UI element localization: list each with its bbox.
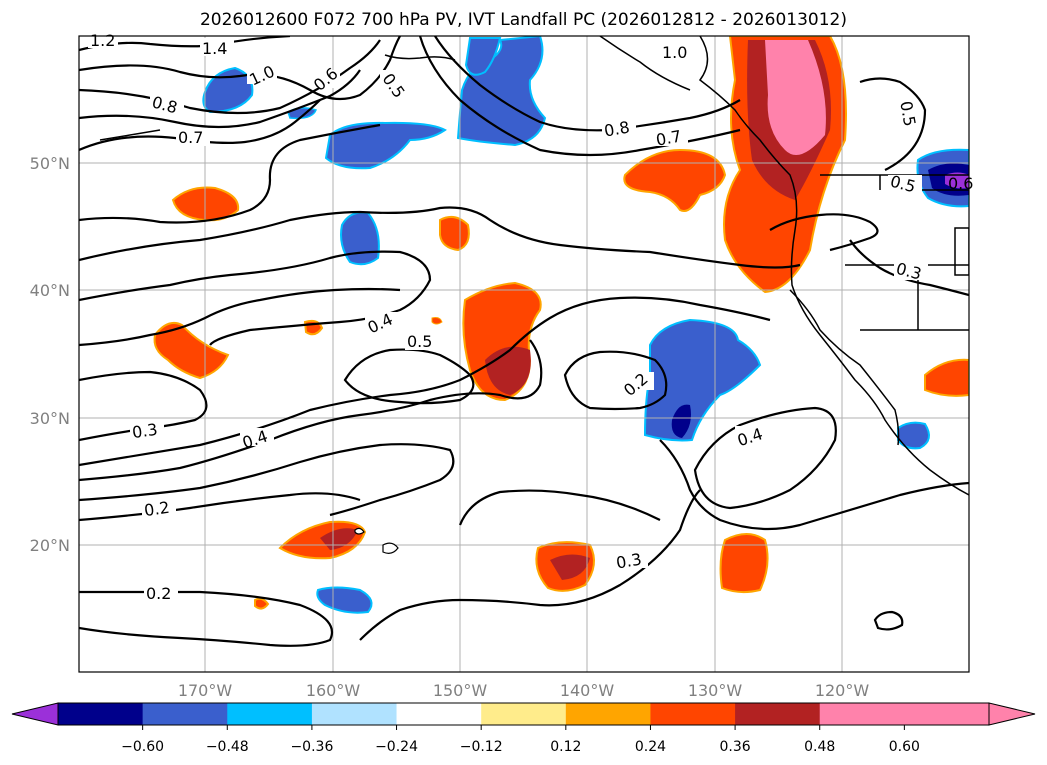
positive-anomaly-areas: [153, 36, 969, 610]
colorbar-extend-max: [988, 702, 1036, 726]
anomaly-blob-small-3: [431, 317, 443, 325]
lon-label: 170°W: [178, 681, 233, 700]
neg-blob-north-3: [324, 121, 447, 170]
contour-label: 0.5: [896, 100, 919, 128]
contour-label: 0.8: [603, 117, 631, 140]
colorbar-segment: [142, 703, 228, 725]
coastlines: [99, 36, 969, 496]
contour-label: 1.0: [662, 43, 687, 62]
neg-blob-east: [643, 318, 762, 442]
contour-label: 0.2: [146, 584, 171, 603]
lon-label: 120°W: [815, 681, 870, 700]
negative-anomaly-areas: [202, 36, 969, 614]
colorbar-tick-label: 0.24: [635, 739, 666, 755]
contour-label: 0.5: [407, 332, 432, 351]
colorbar-tick-label: 0.36: [720, 739, 751, 755]
anomaly-blob-midpacific: [462, 281, 542, 402]
lat-label: 50°N: [30, 154, 70, 173]
lon-label: 150°W: [433, 681, 488, 700]
colorbar-segment: [565, 703, 651, 725]
contour-label: 1.4: [202, 39, 227, 58]
colorbar-segment: [396, 703, 482, 725]
contour-label: 0.7: [178, 128, 203, 147]
anomaly-blob-small-2: [254, 597, 270, 610]
colorbar-tick-label: −0.12: [460, 739, 503, 755]
colorbar-tick-label: −0.60: [121, 739, 164, 755]
neg-blob-canada: [916, 148, 969, 208]
lat-label: 20°N: [30, 536, 70, 555]
neg-blob-central: [340, 211, 380, 266]
anomaly-blob-baja: [924, 358, 969, 397]
latitude-labels: 50°N 40°N 30°N 20°N: [30, 154, 70, 555]
contour-label: 0.2: [143, 498, 171, 520]
islands: [354, 527, 399, 554]
lat-label: 40°N: [30, 281, 70, 300]
anomaly-blob-northwest-coast: [723, 36, 847, 294]
anomaly-blob-west: [153, 322, 230, 380]
colorbar-extend-min: [11, 702, 59, 726]
contour-label: 0.7: [655, 127, 683, 150]
colorbar-outline: [57, 702, 990, 726]
colorbar-segment: [819, 703, 905, 725]
colorbar-segment: [735, 703, 821, 725]
map-frame: [78, 35, 970, 673]
map-title: 2026012600 F072 700 hPa PV, IVT Landfall…: [199, 10, 847, 30]
colorbar-segment: [481, 703, 567, 725]
colorbar-segment: [58, 703, 144, 725]
colorbar-tick-label: 0.48: [804, 739, 835, 755]
contour-label: 0.3: [615, 549, 643, 572]
lon-label: 130°W: [688, 681, 743, 700]
contour-label: 1.2: [90, 31, 115, 50]
neg-blob-hawaii-south: [316, 586, 373, 614]
neg-blob-north-5: [464, 37, 502, 76]
colorbar: −0.60 −0.48 −0.36 −0.24 −0.12 0.12 0.24 0.36 0.4…: [11, 702, 1036, 755]
lat-label: 30°N: [30, 409, 70, 428]
anomaly-blob-north-central: [171, 186, 240, 222]
map-panel: [79, 36, 969, 672]
colorbar-segment: [904, 703, 990, 725]
colorbar-segment: [311, 703, 398, 725]
colorbar-segment: [650, 703, 736, 725]
colorbar-tick-label: 0.60: [889, 739, 920, 755]
anomaly-blob-south-east: [719, 533, 769, 594]
anomaly-blob-hawaii: [278, 520, 367, 560]
lon-label: 140°W: [560, 681, 615, 700]
colorbar-tick-label: −0.24: [375, 739, 418, 755]
anomaly-blob-south-central: [535, 541, 595, 592]
colorbar-segment: [227, 703, 313, 725]
contour-label: 0.6: [948, 174, 973, 193]
colorbar-tick-label: −0.36: [290, 739, 333, 755]
colorbar-tick-label: 0.12: [550, 739, 581, 755]
colorbar-tick-label: −0.48: [206, 739, 249, 755]
contour-label: 0.3: [131, 420, 159, 442]
lon-label: 160°W: [306, 681, 361, 700]
anomaly-blob-central: [439, 215, 470, 252]
anomaly-blob-gulf-alaska: [623, 148, 727, 212]
pv-contours: [79, 36, 969, 647]
longitude-labels: 170°W 160°W 150°W 140°W 130°W 120°W: [178, 681, 870, 700]
